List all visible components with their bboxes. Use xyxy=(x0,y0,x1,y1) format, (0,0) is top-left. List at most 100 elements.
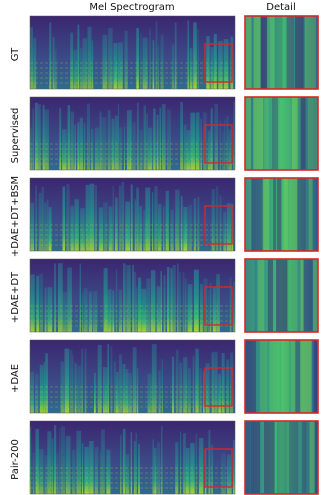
highlight-box xyxy=(204,286,233,326)
spectrogram-band xyxy=(197,29,199,90)
spectrogram-bg xyxy=(30,16,235,89)
detail-band xyxy=(269,340,280,413)
column-title: Mel Spectrogram xyxy=(89,2,174,13)
spectrogram-band xyxy=(151,344,157,413)
spectrogram-band xyxy=(200,118,202,170)
detail-frame xyxy=(244,177,319,252)
spectrogram-band xyxy=(80,208,85,251)
axes-frame xyxy=(29,339,236,414)
spectrogram-band xyxy=(94,372,96,413)
spectrogram-band xyxy=(149,27,151,89)
spectrogram-band xyxy=(233,440,235,494)
spectrogram-band xyxy=(81,348,83,413)
spectrogram-band xyxy=(84,446,89,494)
spectrogram-band xyxy=(172,356,175,413)
spectrogram-band xyxy=(195,348,199,413)
spectrogram-band xyxy=(223,211,227,251)
row: Pair-200 xyxy=(10,420,319,495)
spectrogram-band xyxy=(113,361,116,413)
spectrogram-band xyxy=(132,122,136,170)
spectrogram-band xyxy=(91,40,94,89)
spectrogram-band xyxy=(195,433,198,494)
spectrogram-band xyxy=(58,263,63,332)
spectrogram-band xyxy=(132,264,134,332)
row-label: +DAE+DT+BSM xyxy=(10,176,21,257)
spectrogram-band xyxy=(183,357,188,413)
spectrogram-band xyxy=(193,198,197,251)
detail-band xyxy=(303,259,313,332)
spectrogram-band xyxy=(69,349,73,413)
spectrogram-band xyxy=(35,185,37,251)
spectrogram-band xyxy=(187,20,189,89)
column-title: Detail xyxy=(266,2,295,13)
detail-band xyxy=(312,259,318,332)
spectrogram-band xyxy=(132,347,137,413)
spectrogram-band xyxy=(213,33,217,89)
spectrogram-band xyxy=(210,47,214,89)
spectrogram-band xyxy=(101,429,105,494)
detail-band xyxy=(271,97,278,170)
spectrogram-band xyxy=(107,289,112,332)
spectrogram-band xyxy=(156,286,161,332)
row: +DAE+DT+BSM xyxy=(10,176,319,257)
spectrogram-band xyxy=(36,275,40,332)
spectrogram-band xyxy=(59,428,61,494)
detail-band xyxy=(281,340,289,413)
spectrogram-band xyxy=(47,199,49,251)
spectrogram-band xyxy=(218,41,223,89)
detail-frame xyxy=(244,420,319,495)
highlight-box xyxy=(204,367,233,407)
spectrogram-band xyxy=(180,101,183,170)
spectrogram-band xyxy=(74,124,76,170)
spectrogram-band xyxy=(118,103,119,170)
detail-band xyxy=(291,340,295,413)
detail-band xyxy=(253,16,261,89)
spectrogram-band xyxy=(72,449,76,494)
spectrogram-band xyxy=(62,186,66,251)
detail-band xyxy=(279,97,291,170)
spectrogram-band xyxy=(195,112,200,170)
spectrogram-band xyxy=(83,123,86,170)
spectrogram-band xyxy=(229,277,232,332)
spectrogram-band xyxy=(190,443,195,494)
spectrogram-band xyxy=(80,47,83,89)
spectrogram-band xyxy=(170,268,173,332)
detail-frame xyxy=(244,96,319,171)
highlight-box xyxy=(204,43,233,83)
spectrogram-band xyxy=(179,362,183,413)
detail-band xyxy=(251,178,263,251)
spectrogram-band xyxy=(115,115,118,170)
spectrogram-band xyxy=(39,273,43,332)
spectrogram-band xyxy=(214,351,218,413)
spectrogram-band xyxy=(67,267,72,332)
row: GT xyxy=(10,15,319,90)
detail-band xyxy=(277,178,282,251)
spectrogram-band xyxy=(226,115,229,170)
spectrogram-band xyxy=(103,367,108,413)
row-label: +DAE xyxy=(10,364,21,393)
spectrogram-band xyxy=(56,452,59,494)
spectrogram-band xyxy=(136,187,139,251)
spectrogram-band xyxy=(185,448,190,494)
detail-band xyxy=(295,340,300,413)
spectrogram-band xyxy=(55,49,57,89)
spectrogram-band xyxy=(205,363,210,413)
spectrogram-band xyxy=(136,287,138,332)
axes-frame xyxy=(29,177,236,252)
spectrogram-band xyxy=(103,268,108,332)
spectrogram-band xyxy=(197,196,200,251)
row-label: GT xyxy=(10,47,21,61)
spectrogram-band xyxy=(180,431,182,494)
spectrogram-band xyxy=(198,438,204,494)
detail-band xyxy=(259,340,267,413)
detail-band xyxy=(288,259,298,332)
spectrogram-band xyxy=(90,128,94,170)
spectrogram-band xyxy=(70,32,73,89)
spectrogram-band xyxy=(130,110,132,170)
spectrogram-band xyxy=(141,288,147,332)
detail-band xyxy=(267,259,273,332)
spectrogram-band xyxy=(193,22,197,89)
spectrogram-band xyxy=(171,43,175,89)
spectrogram-band xyxy=(43,362,45,413)
